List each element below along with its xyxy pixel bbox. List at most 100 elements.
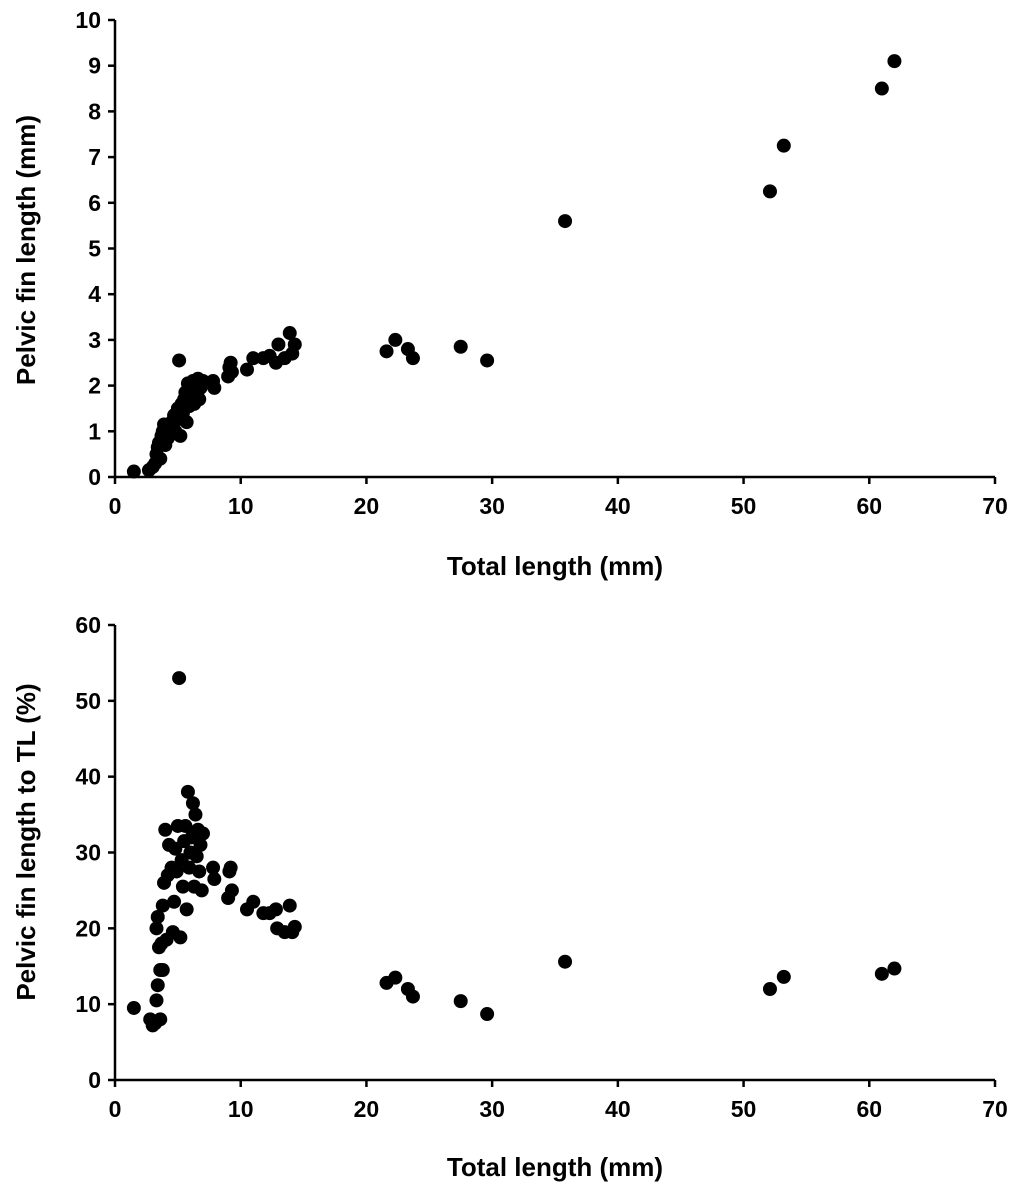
data-point	[776, 969, 791, 984]
chart-2: 0 10 20 30 40 50 60 0 10 20 30 40 50 60 70 Total length…	[11, 612, 1008, 1182]
data-point	[196, 826, 210, 841]
data-point	[196, 374, 210, 389]
data-point	[207, 380, 222, 395]
data-point	[189, 849, 204, 864]
data-point	[192, 392, 207, 407]
x-tick-label: 0	[109, 493, 122, 519]
data-point	[453, 339, 468, 354]
y-tick-label: 20	[75, 915, 101, 941]
x-tick-label: 70	[982, 493, 1008, 519]
data-point	[149, 921, 164, 936]
x-axis-title: Total length (mm)	[447, 1152, 663, 1182]
data-point	[379, 344, 394, 359]
y-tick-label: 4	[88, 281, 101, 307]
data-point	[388, 970, 403, 985]
data-point	[246, 894, 261, 909]
data-point	[173, 428, 188, 443]
data-point	[282, 898, 297, 913]
y-tick-label: 8	[88, 98, 101, 124]
x-tick-label: 50	[731, 493, 757, 519]
data-point	[158, 822, 173, 837]
y-tick-label: 30	[75, 840, 101, 866]
y-tick-label: 6	[88, 190, 101, 216]
y-tick-label: 0	[88, 1067, 101, 1093]
data-point	[155, 963, 170, 978]
data-point	[558, 214, 573, 229]
data-point	[153, 1012, 168, 1027]
data-point	[388, 332, 403, 347]
data-point	[169, 864, 184, 879]
data-point	[153, 451, 168, 466]
x-tick-label: 60	[856, 1096, 882, 1122]
x-tick-label: 60	[856, 493, 882, 519]
x-tick-label: 70	[982, 1096, 1008, 1122]
data-point	[887, 54, 902, 69]
data-point	[192, 864, 207, 879]
data-point	[179, 415, 194, 430]
y-tick-label: 60	[75, 612, 101, 638]
data-point	[762, 982, 777, 996]
data-point	[126, 464, 141, 479]
data-point	[180, 784, 195, 799]
y-axis-title: Pelvic fin length (mm)	[11, 115, 41, 385]
data-point	[155, 898, 170, 913]
data-point	[762, 184, 777, 199]
chart-1: 0 1 2 3 4 5 6 7 8 9 10 0 10 20 30 40 50 60 70 Total length …	[11, 7, 1008, 581]
data-point	[178, 818, 193, 833]
data-point	[453, 994, 468, 1009]
y-tick-label: 0	[88, 464, 101, 490]
x-axis-title: Total length (mm)	[447, 551, 663, 581]
x-tick-label: 0	[109, 1096, 122, 1122]
y-tick-label: 40	[75, 764, 101, 790]
x-tick-label: 10	[228, 493, 254, 519]
data-point	[185, 796, 200, 811]
data-point	[126, 1000, 141, 1015]
data-point	[287, 337, 302, 352]
y-tick-label: 9	[88, 53, 101, 79]
data-point	[150, 909, 165, 924]
data-point	[172, 353, 187, 368]
data-point	[207, 872, 222, 887]
data-point	[175, 879, 190, 894]
data-point	[282, 326, 297, 341]
y-tick-label: 3	[88, 327, 101, 353]
data-point	[480, 353, 495, 368]
data-point	[480, 1007, 495, 1022]
x-tick-label: 50	[731, 1096, 757, 1122]
data-point	[405, 989, 420, 1004]
x-tick-label: 20	[354, 1096, 380, 1122]
data-point	[246, 351, 261, 366]
data-point	[405, 351, 420, 366]
data-point	[224, 883, 239, 898]
data-point	[268, 902, 283, 917]
data-point	[167, 894, 182, 909]
x-tick-label: 10	[228, 1096, 254, 1122]
y-tick-label: 2	[88, 373, 101, 399]
data-point	[172, 671, 187, 686]
x-tick-label: 30	[479, 493, 505, 519]
y-tick-label: 7	[88, 144, 101, 170]
x-tick-label: 30	[479, 1096, 505, 1122]
data-point	[194, 883, 209, 898]
data-point	[179, 902, 194, 917]
y-tick-label: 10	[75, 7, 101, 33]
data-point	[887, 961, 902, 976]
data-point	[150, 978, 165, 993]
data-point	[193, 837, 208, 852]
data-point	[776, 138, 791, 153]
data-point	[224, 364, 239, 379]
x-tick-label: 20	[354, 493, 380, 519]
y-tick-label: 10	[75, 991, 101, 1017]
data-point	[271, 337, 286, 352]
y-tick-label: 5	[88, 236, 101, 262]
y-tick-label: 50	[75, 688, 101, 714]
data-point	[240, 362, 254, 377]
data-point	[874, 81, 889, 96]
data-point	[149, 993, 164, 1008]
x-tick-label: 40	[605, 1096, 631, 1122]
data-point	[287, 919, 302, 934]
data-point	[188, 807, 203, 822]
data-point	[874, 966, 889, 981]
data-point	[173, 930, 188, 945]
